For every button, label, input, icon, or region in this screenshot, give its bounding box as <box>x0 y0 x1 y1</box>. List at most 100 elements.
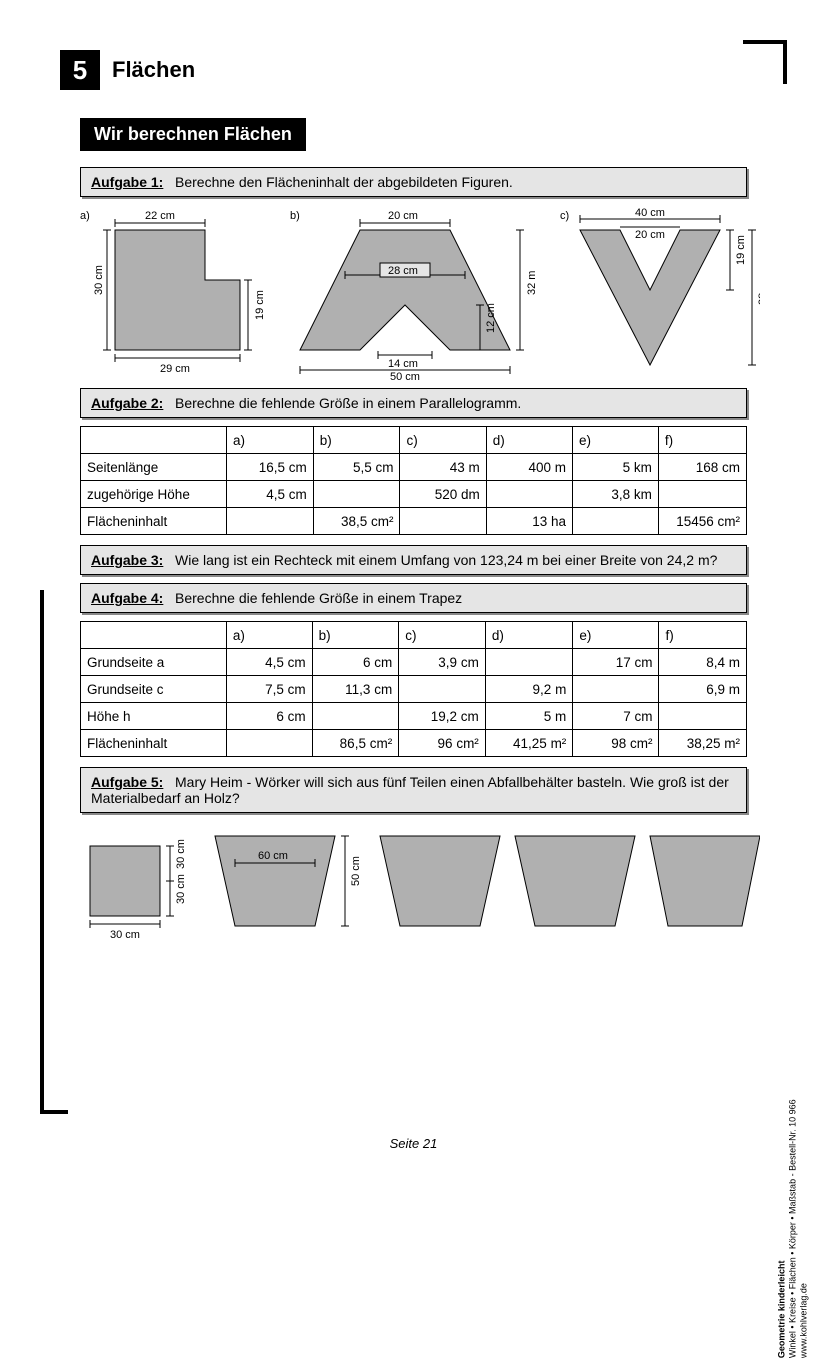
table-header-cell: f) <box>659 622 747 649</box>
svg-text:19 cm: 19 cm <box>254 290 266 320</box>
svg-text:20 cm: 20 cm <box>388 210 418 222</box>
task-3-box: Aufgabe 3: Wie lang ist ein Rechteck mit… <box>80 545 747 575</box>
corner-decoration-bl <box>40 590 68 1114</box>
table-cell <box>485 649 573 676</box>
table-header-cell: a) <box>227 427 314 454</box>
table-cell: Flächeninhalt <box>81 508 227 535</box>
side-publisher-info: Geometrie kinderleicht Winkel • Kreise •… <box>777 1099 809 1358</box>
svg-text:30 cm: 30 cm <box>175 874 187 904</box>
table-header-cell: d) <box>485 622 573 649</box>
chapter-header: 5 Flächen <box>60 50 767 90</box>
svg-text:60 cm: 60 cm <box>258 850 288 862</box>
table-cell: 98 cm² <box>573 730 659 757</box>
svg-text:38 cm: 38 cm <box>757 275 760 305</box>
table-header-cell: c) <box>399 622 486 649</box>
table-cell: 38,25 m² <box>659 730 747 757</box>
svg-text:22 cm: 22 cm <box>145 210 175 222</box>
svg-text:30 cm: 30 cm <box>93 265 105 295</box>
table-cell <box>659 703 747 730</box>
table-cell: 4,5 cm <box>226 649 312 676</box>
table-cell: zugehörige Höhe <box>81 481 227 508</box>
table-header-cell: b) <box>312 622 399 649</box>
side-line-2: Winkel • Kreise • Flächen • Körper • Maß… <box>787 1099 797 1358</box>
svg-text:12 cm: 12 cm <box>485 303 497 333</box>
page-footer: Seite 21 <box>0 1136 827 1151</box>
table-cell: 5,5 cm <box>313 454 400 481</box>
table-4: a)b)c)d)e)f)Grundseite a4,5 cm6 cm3,9 cm… <box>80 621 747 757</box>
table-cell: Höhe h <box>81 703 227 730</box>
fig-b-label: b) <box>290 210 300 222</box>
table-cell <box>400 508 486 535</box>
table-cell: 3,9 cm <box>399 649 486 676</box>
table-cell: 38,5 cm² <box>313 508 400 535</box>
chapter-number: 5 <box>60 50 100 90</box>
side-line-3: www.kohlverlag.de <box>798 1283 808 1358</box>
table-cell: 13 ha <box>486 508 572 535</box>
table-cell: 520 dm <box>400 481 486 508</box>
table-cell <box>227 508 314 535</box>
svg-text:14 cm: 14 cm <box>388 358 418 370</box>
svg-text:30 cm: 30 cm <box>175 839 187 869</box>
task-3-text: Wie lang ist ein Rechteck mit einem Umfa… <box>175 552 717 568</box>
table-header-cell: e) <box>573 622 659 649</box>
table-cell: 43 m <box>400 454 486 481</box>
table-2: a)b)c)d)e)f)Seitenlänge16,5 cm5,5 cm43 m… <box>80 426 747 535</box>
task-4-label: Aufgabe 4: <box>91 590 163 606</box>
table-cell <box>658 481 746 508</box>
table-cell: 400 m <box>486 454 572 481</box>
table-cell <box>312 703 399 730</box>
task-2-label: Aufgabe 2: <box>91 395 163 411</box>
table-cell: 168 cm <box>658 454 746 481</box>
svg-text:50 cm: 50 cm <box>350 856 362 886</box>
table-cell: 8,4 m <box>659 649 747 676</box>
table-cell: 5 km <box>573 454 659 481</box>
svg-text:32 m: 32 m <box>526 271 538 295</box>
table-cell: 7,5 cm <box>226 676 312 703</box>
svg-text:19 cm: 19 cm <box>735 235 747 265</box>
table-header-cell: e) <box>573 427 659 454</box>
svg-text:40 cm: 40 cm <box>635 207 665 219</box>
table-cell <box>313 481 400 508</box>
table-cell: 17 cm <box>573 649 659 676</box>
table-header-cell <box>81 427 227 454</box>
side-line-1: Geometrie kinderleicht <box>777 1260 787 1358</box>
task-4-text: Berechne die fehlende Größe in einem Tra… <box>175 590 462 606</box>
table-cell: 11,3 cm <box>312 676 399 703</box>
table-header-cell: d) <box>486 427 572 454</box>
table-cell <box>486 481 572 508</box>
table-cell <box>226 730 312 757</box>
corner-decoration-tr <box>743 40 787 84</box>
task-5-label: Aufgabe 5: <box>91 774 163 790</box>
task-5-text: Mary Heim - Wörker will sich aus fünf Te… <box>91 774 729 806</box>
task-1-box: Aufgabe 1: Berechne den Flächeninhalt de… <box>80 167 747 197</box>
table-header-cell: b) <box>313 427 400 454</box>
fig-c-label: c) <box>560 210 569 222</box>
table-header-cell: a) <box>226 622 312 649</box>
chapter-title: Flächen <box>112 57 195 83</box>
svg-text:20 cm: 20 cm <box>635 229 665 241</box>
table-cell: Flächeninhalt <box>81 730 227 757</box>
section-title: Wir berechnen Flächen <box>80 118 306 151</box>
table-header-cell <box>81 622 227 649</box>
table-cell: 7 cm <box>573 703 659 730</box>
table-cell: 3,8 km <box>573 481 659 508</box>
table-cell: 96 cm² <box>399 730 486 757</box>
table-cell: Grundseite a <box>81 649 227 676</box>
table-cell: 86,5 cm² <box>312 730 399 757</box>
task-3-label: Aufgabe 3: <box>91 552 163 568</box>
table-header-cell: f) <box>658 427 746 454</box>
svg-text:50 cm: 50 cm <box>390 371 420 380</box>
table-cell: 15456 cm² <box>658 508 746 535</box>
svg-text:30 cm: 30 cm <box>110 929 140 941</box>
table-cell: 4,5 cm <box>227 481 314 508</box>
fig-a-label: a) <box>80 210 90 222</box>
table-cell: 6,9 m <box>659 676 747 703</box>
figures-row-5: 30 cm 30 cm 30 cm 60 cm 50 cm <box>80 821 747 951</box>
svg-text:29 cm: 29 cm <box>160 363 190 375</box>
table-cell: 6 cm <box>312 649 399 676</box>
table-cell: Seitenlänge <box>81 454 227 481</box>
table-cell <box>573 676 659 703</box>
table-cell <box>399 676 486 703</box>
figures-row-1: a) 22 cm 30 cm 19 cm 29 cm b) 20 cm 28 c… <box>80 205 747 380</box>
table-cell: 6 cm <box>226 703 312 730</box>
